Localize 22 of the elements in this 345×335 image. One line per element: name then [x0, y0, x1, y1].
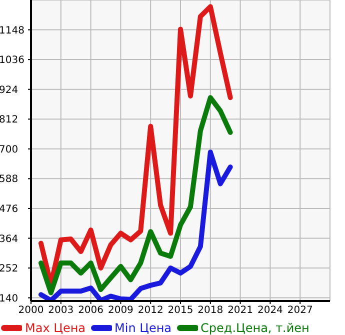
x-tick-label: 2012	[138, 305, 164, 316]
y-tick-label: 364	[0, 234, 18, 245]
y-tick-label: 1148	[0, 25, 24, 36]
x-tick-label: 2024	[257, 305, 283, 316]
x-tick-label: 2006	[78, 305, 104, 316]
x-tick-label: 2018	[198, 305, 224, 316]
x-tick-label: 2021	[228, 305, 254, 316]
x-tick-label: 2003	[48, 305, 74, 316]
x-tick-label: 2027	[287, 305, 313, 316]
legend-label: Max Цена	[24, 321, 86, 335]
legend-label: Min Цена	[114, 321, 172, 335]
y-tick-label: 1036	[0, 55, 24, 66]
y-tick-label: 924	[0, 84, 18, 96]
y-tick-label: 140	[0, 293, 18, 304]
y-tick-label: 588	[0, 174, 18, 186]
x-tick-label: 2000	[18, 305, 44, 316]
legend-label: Сред.Цена, т.йен	[200, 321, 310, 335]
x-tick-label: 2015	[168, 305, 194, 316]
y-tick-label: 812	[0, 114, 18, 126]
y-tick-label: 252	[0, 264, 18, 275]
y-tick-label: 700	[0, 144, 18, 156]
x-tick-label: 2009	[108, 305, 134, 316]
